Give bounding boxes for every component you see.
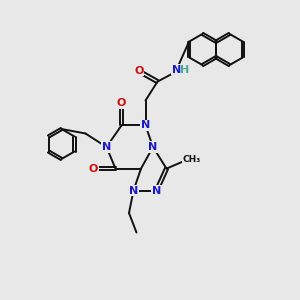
Text: N: N: [129, 185, 138, 196]
Text: N: N: [102, 142, 111, 152]
Text: N: N: [148, 142, 158, 152]
Text: O: O: [117, 98, 126, 109]
Text: H: H: [180, 64, 189, 75]
Text: O: O: [88, 164, 98, 174]
Text: N: N: [152, 185, 161, 196]
Text: N: N: [172, 64, 182, 75]
Text: O: O: [134, 65, 144, 76]
Text: N: N: [141, 120, 150, 130]
Text: CH₃: CH₃: [183, 154, 201, 164]
